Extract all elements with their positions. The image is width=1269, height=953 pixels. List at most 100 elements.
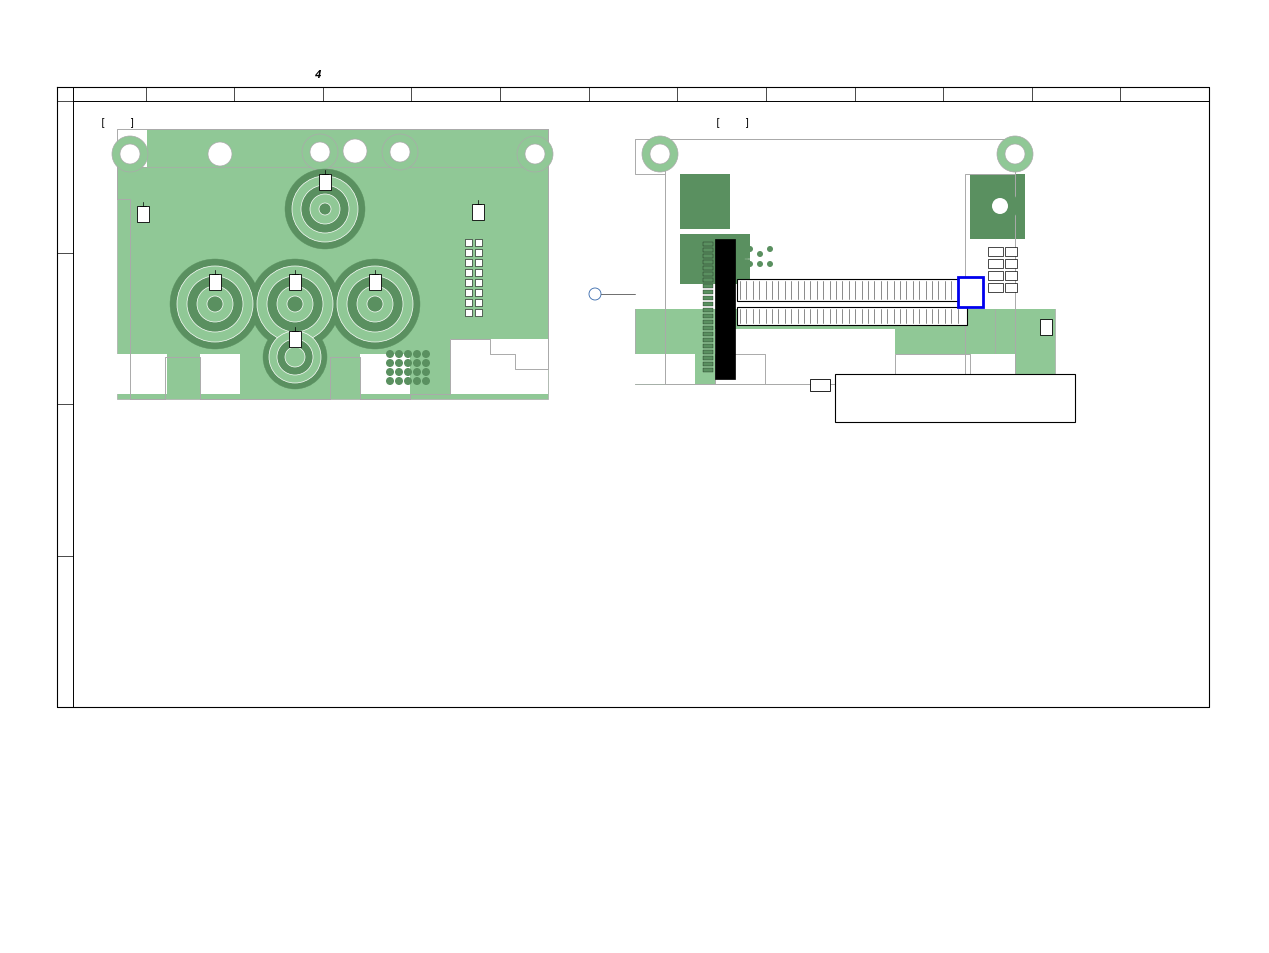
Bar	[634, 140, 1065, 310]
Bar	[703, 285, 713, 289]
Circle shape	[395, 369, 404, 376]
Circle shape	[412, 351, 421, 358]
Bar	[117, 355, 168, 395]
Bar	[117, 130, 548, 170]
Circle shape	[758, 252, 763, 257]
Bar	[634, 174, 1015, 385]
Circle shape	[747, 247, 753, 253]
Circle shape	[982, 189, 1018, 225]
Bar	[475, 250, 482, 256]
Bar	[680, 174, 730, 230]
Bar	[360, 355, 410, 395]
Bar	[989, 272, 1003, 281]
Bar	[490, 355, 548, 395]
Bar	[475, 280, 482, 287]
Bar	[703, 254, 713, 258]
Circle shape	[386, 377, 393, 386]
Bar	[472, 205, 483, 221]
Bar	[464, 250, 472, 256]
Bar	[475, 290, 482, 296]
Bar	[117, 168, 548, 399]
Circle shape	[525, 145, 544, 165]
Bar	[737, 280, 967, 302]
Circle shape	[747, 262, 753, 268]
Bar	[464, 260, 472, 267]
Bar	[464, 290, 472, 296]
Circle shape	[277, 287, 313, 323]
Bar	[989, 284, 1003, 293]
Bar	[57, 88, 74, 707]
Bar	[703, 314, 713, 318]
Circle shape	[266, 276, 324, 333]
Bar	[989, 260, 1003, 269]
Circle shape	[395, 359, 404, 368]
Bar	[714, 230, 995, 385]
Bar	[464, 310, 472, 316]
Circle shape	[395, 377, 404, 386]
Bar	[475, 260, 482, 267]
Circle shape	[412, 369, 421, 376]
Circle shape	[423, 359, 430, 368]
Circle shape	[386, 351, 393, 358]
Circle shape	[343, 140, 367, 164]
Bar	[714, 240, 735, 379]
Circle shape	[187, 276, 242, 333]
Bar	[703, 261, 713, 265]
Bar	[703, 273, 713, 276]
Circle shape	[642, 137, 678, 172]
Bar	[970, 174, 1025, 240]
Bar	[737, 308, 967, 326]
Bar	[475, 270, 482, 276]
Bar	[634, 140, 714, 385]
Circle shape	[258, 267, 332, 343]
Bar	[289, 274, 301, 291]
Bar	[464, 299, 472, 307]
Bar	[714, 330, 895, 385]
Bar	[703, 333, 713, 336]
Circle shape	[208, 143, 232, 167]
Bar	[703, 363, 713, 367]
Circle shape	[277, 339, 313, 375]
Bar	[989, 248, 1003, 256]
Bar	[475, 299, 482, 307]
Circle shape	[302, 135, 338, 171]
Bar	[703, 278, 713, 283]
Bar	[703, 243, 713, 247]
Circle shape	[112, 137, 148, 172]
Circle shape	[412, 359, 421, 368]
Circle shape	[263, 326, 327, 390]
Circle shape	[404, 377, 412, 386]
Bar	[685, 174, 995, 254]
Bar	[1005, 248, 1016, 256]
Circle shape	[286, 348, 305, 368]
Circle shape	[423, 377, 430, 386]
Bar	[369, 274, 381, 291]
Bar	[895, 355, 1015, 385]
Circle shape	[330, 260, 420, 350]
Bar	[703, 338, 713, 343]
Bar	[475, 310, 482, 316]
Bar	[450, 339, 548, 395]
Circle shape	[250, 260, 340, 350]
Circle shape	[516, 137, 553, 172]
Circle shape	[404, 369, 412, 376]
Bar	[703, 303, 713, 307]
Circle shape	[404, 351, 412, 358]
Circle shape	[423, 351, 430, 358]
Bar	[835, 375, 1075, 422]
Circle shape	[390, 143, 410, 163]
Circle shape	[404, 359, 412, 368]
Bar	[703, 327, 713, 331]
Bar	[117, 130, 147, 168]
Circle shape	[170, 260, 260, 350]
Circle shape	[121, 145, 140, 165]
Circle shape	[395, 351, 404, 358]
Bar	[1005, 284, 1016, 293]
Bar	[703, 369, 713, 373]
Bar	[201, 355, 240, 395]
Circle shape	[758, 262, 763, 268]
Circle shape	[269, 332, 321, 384]
Circle shape	[207, 296, 223, 313]
Bar	[475, 240, 482, 247]
Text: [    ]: [ ]	[100, 117, 136, 127]
